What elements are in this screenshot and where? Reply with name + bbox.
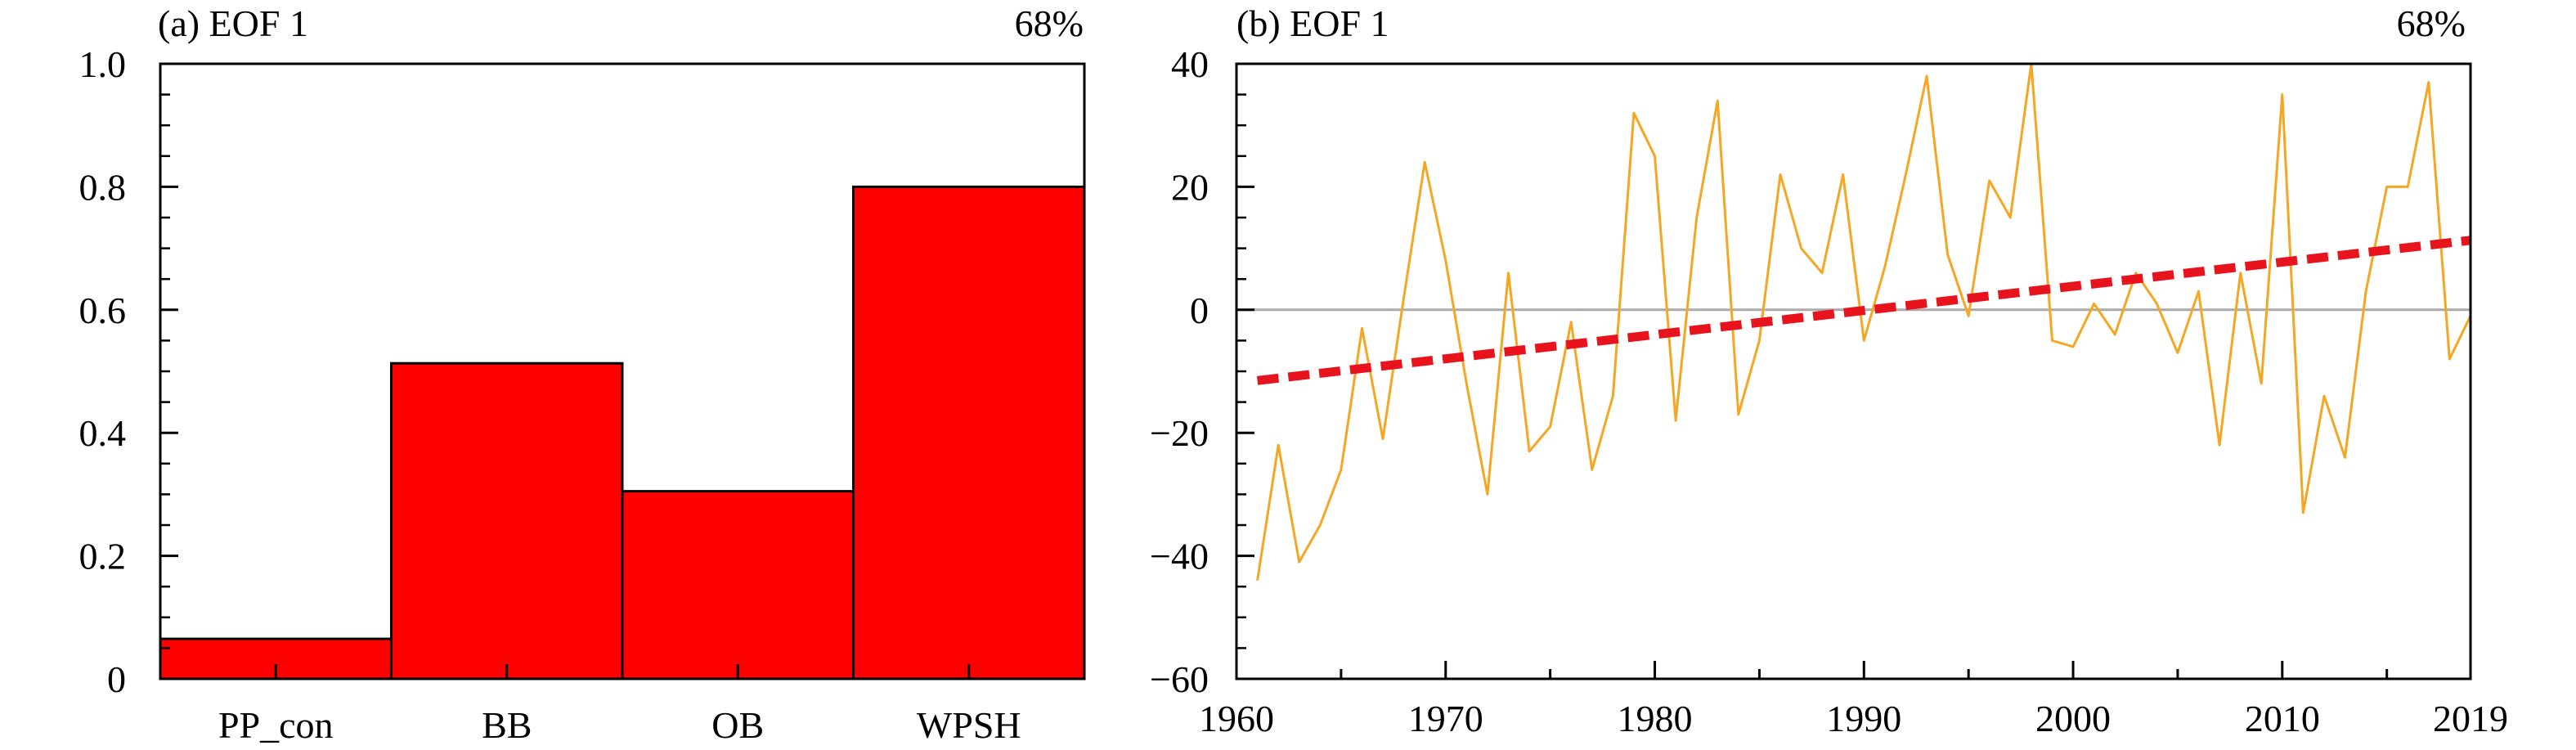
y-tick-label: 0 [1190,290,1209,331]
bar-ob [621,490,855,680]
y-tick-label: −40 [1150,536,1209,577]
x-tick-label: OB [711,704,764,746]
x-tick-label: 1980 [1618,698,1693,739]
y-tick-label: 1.0 [79,43,127,85]
x-tick-label: BB [482,704,532,746]
y-tick-label: −20 [1150,412,1209,454]
panel-b-trend-line [1256,236,2471,385]
panel-b-variance-label: 68% [2397,2,2466,44]
panel-b-series-line [1256,62,2472,581]
panel-b-title: (b) EOF 1 [1236,2,1389,44]
y-tick-label: 0.4 [79,412,127,454]
x-tick-label: 2019 [2433,698,2508,739]
y-tick-label: −60 [1150,658,1209,700]
bar-bb [390,362,624,680]
panel-b-axes: 1960 1970 1980 1990 2000 2010 2019 −60 −40 −20 0 20… [1150,43,2508,739]
y-tick-label: 20 [1171,166,1209,208]
panel-a-variance-label: 68% [1015,2,1084,44]
y-tick-label: 40 [1171,43,1209,85]
x-tick-label: 1970 [1408,698,1483,739]
x-tick-label: 1990 [1826,698,1901,739]
y-tick-label: 0.6 [79,290,127,331]
y-tick-label: 0.8 [79,166,127,208]
panel-a-title: (a) EOF 1 [158,2,308,44]
panel-a-bars [159,185,1086,680]
x-tick-label: 2010 [2245,698,2320,739]
x-tick-label: WPSH [917,704,1021,746]
panel-a-bar-chart: (a) EOF 1 68% PP_con BB OB WPSH 0 0.2 0.4 0.6 0.… [79,2,1086,746]
panel-a-axes: PP_con BB OB WPSH 0 0.2 0.4 0.6 0.8 1.0 [79,43,1021,746]
bar-wpsh [852,185,1086,680]
y-tick-label: 0 [107,658,126,700]
x-tick-label: 2000 [2035,698,2111,739]
panel-b-line-chart: (b) EOF 1 68% 1960 1970 1980 1990 2000 2010 20… [1150,2,2508,739]
x-tick-label: 1960 [1199,698,1274,739]
y-tick-label: 0.2 [79,536,127,577]
x-tick-label: PP_con [218,704,334,746]
